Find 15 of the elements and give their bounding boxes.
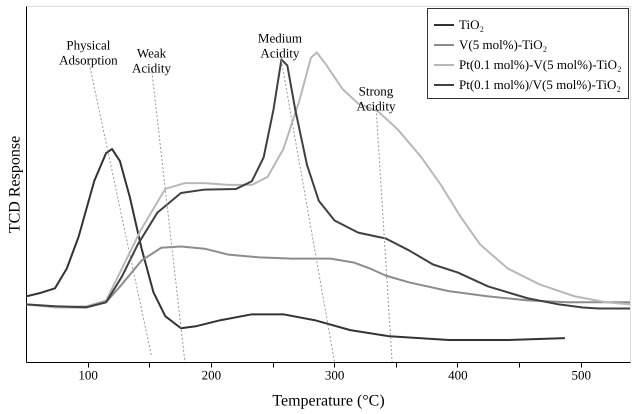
x-tick-label: 500 (571, 368, 591, 382)
legend-label: TiO₂ (459, 17, 484, 32)
annotation: Medium Acidity (258, 30, 302, 60)
annotation: Physical Adsorption (59, 38, 118, 68)
legend-label: Pt(0.1 mol%)-V(5 mol%)-TiO₂ (459, 57, 622, 72)
x-tick-label: 300 (324, 368, 344, 382)
x-axis-title: Temperature (°C) (272, 392, 385, 410)
legend-label: Pt(0.1 mol%)/V(5 mol%)-TiO₂ (459, 77, 621, 92)
x-tick-label: 100 (78, 368, 98, 382)
x-tick-label: 400 (448, 368, 468, 382)
annotation: Weak Acidity (132, 46, 172, 76)
x-tick-label: 200 (202, 368, 222, 382)
y-axis-title: TCD Response (6, 136, 24, 234)
legend-label: V(5 mol%)-TiO₂ (459, 37, 548, 52)
annotation: Strong Acidity (356, 83, 396, 114)
